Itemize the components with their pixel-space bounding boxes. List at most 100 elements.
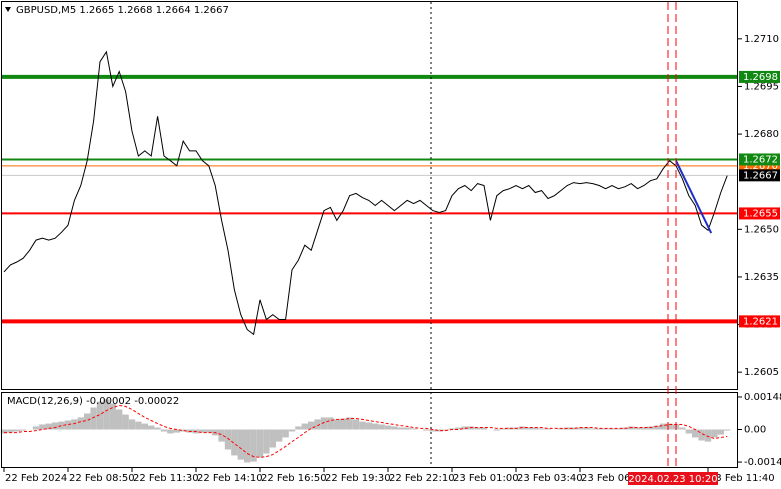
x-tick-label: 22 Feb 11:30 <box>133 473 199 484</box>
macd-title: MACD(12,26,9) -0.00002 -0.00022 <box>7 396 179 407</box>
macd-bar <box>410 428 417 430</box>
macd-bar <box>32 426 40 430</box>
macd-bar <box>570 427 577 430</box>
macd-bar <box>557 428 564 430</box>
macd-bar <box>263 429 270 454</box>
macd-bar <box>71 419 78 430</box>
x-tick-label: 22 Feb 22:10 <box>389 473 455 484</box>
macd-bar <box>480 427 488 430</box>
macd-bar <box>288 429 296 432</box>
macd-bar <box>340 418 347 430</box>
level-label-box <box>739 169 780 182</box>
macd-bar <box>442 429 449 431</box>
level-label-box <box>739 153 780 166</box>
macd-bar <box>653 425 660 430</box>
macd-bar <box>141 423 148 430</box>
macd-panel-border <box>1 392 738 468</box>
cursor-label-box <box>628 472 718 485</box>
macd-bar <box>52 422 59 430</box>
macd-bar <box>493 429 500 431</box>
cursor-label: 2024.02.23 10:20 <box>628 474 717 485</box>
macd-bar <box>231 429 238 456</box>
macd-bar <box>199 429 206 433</box>
chart-title: GBPUSD,M5 1.2665 1.2668 1.2664 1.2667 <box>16 5 229 16</box>
macd-bar <box>448 428 456 430</box>
macd-panel <box>0 399 731 463</box>
signal-line <box>4 404 728 458</box>
macd-bar <box>256 429 264 458</box>
level-label: 1.2670 <box>743 161 778 172</box>
macd-bar <box>711 429 718 438</box>
macd-bar <box>666 423 673 430</box>
macd-bar <box>679 427 686 430</box>
macd-bar <box>378 424 385 430</box>
price-panel-border <box>1 1 738 390</box>
price-panel <box>2 50 738 336</box>
macd-bar <box>391 426 398 430</box>
macd-bar <box>352 419 360 430</box>
macd-bar <box>45 423 52 430</box>
macd-bar <box>455 427 462 430</box>
macd-bar <box>525 427 532 430</box>
macd-bar <box>429 429 436 432</box>
macd-bar <box>397 427 404 430</box>
y-tick-label: 1.2605 <box>744 367 779 378</box>
collapse-icon <box>5 7 11 12</box>
macd-bar <box>538 428 545 430</box>
macd-bar <box>500 428 507 430</box>
macd-bar <box>167 429 174 434</box>
x-tick-label: 22 Feb 16:50 <box>261 473 327 484</box>
macd-bar <box>333 419 340 430</box>
macd-bar <box>423 429 430 431</box>
y-tick-label: 0.00148 <box>744 392 781 403</box>
macd-bar <box>544 428 552 430</box>
macd-bar <box>327 417 334 430</box>
macd-bar <box>301 423 308 430</box>
macd-bar <box>308 421 315 430</box>
x-tick-label: 22 Feb 19:30 <box>325 473 391 484</box>
macd-bar <box>58 421 65 430</box>
y-tick-label: 1.2680 <box>744 129 779 140</box>
macd-bar <box>724 429 731 431</box>
y-tick-label: 1.2695 <box>744 81 779 92</box>
macd-bar <box>122 414 129 430</box>
level-label-box <box>739 207 780 220</box>
macd-bar <box>154 427 161 430</box>
macd-bar <box>90 407 97 430</box>
macd-bar <box>109 403 116 430</box>
macd-bar <box>7 429 14 433</box>
macd-bar <box>13 429 20 432</box>
macd-bar <box>276 429 283 442</box>
level-label-box <box>739 315 780 328</box>
y-tick-label: 0.00 <box>744 425 766 436</box>
macd-bar <box>596 428 603 430</box>
macd-bar <box>173 429 180 433</box>
x-tick-label: 23 Feb 03:40 <box>517 473 583 484</box>
macd-bar <box>237 429 244 460</box>
macd-bar <box>532 427 539 430</box>
macd-bar <box>359 421 366 430</box>
macd-bar <box>461 426 468 430</box>
macd-bar <box>576 427 584 430</box>
y-tick-label: 1.2635 <box>744 272 779 283</box>
macd-bar <box>615 428 622 430</box>
level-label: 1.2655 <box>743 208 778 219</box>
macd-bar <box>608 428 616 430</box>
macd-bar <box>282 429 289 438</box>
macd-bar <box>602 428 609 430</box>
y-tick-label: 1.2650 <box>744 224 779 235</box>
macd-bar <box>692 429 699 438</box>
macd-bar <box>180 429 187 432</box>
x-tick-label: 23 Feb 01:00 <box>453 473 519 484</box>
macd-bar <box>103 399 110 430</box>
macd-bar <box>320 417 328 430</box>
macd-bar <box>372 423 379 430</box>
macd-bar <box>77 417 84 430</box>
macd-bar <box>84 413 91 430</box>
macd-bar <box>704 429 712 442</box>
macd-bar <box>295 426 302 430</box>
macd-bar <box>698 429 705 441</box>
